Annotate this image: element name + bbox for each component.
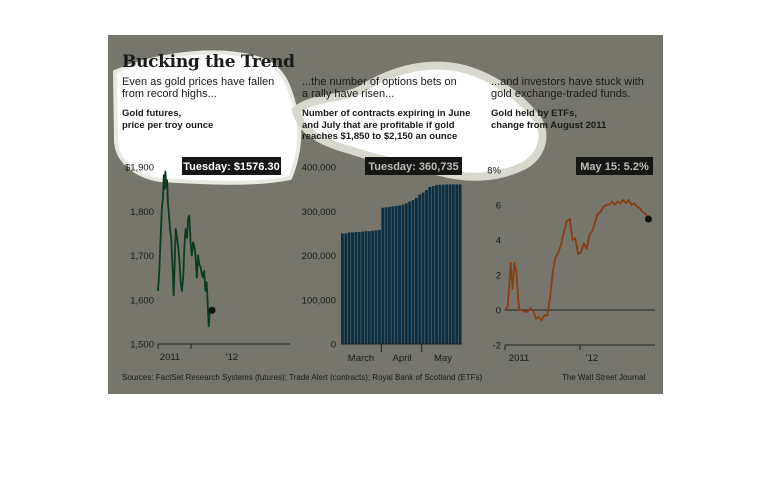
bar [404, 203, 408, 344]
bar [445, 184, 449, 344]
last-value-dot [644, 215, 652, 223]
x-tick-label: March [348, 353, 374, 364]
bar [425, 190, 428, 344]
bar [435, 185, 438, 344]
callout-label: Tuesday: $1576.30 [183, 161, 279, 173]
y-tick-label: 100,000 [302, 295, 336, 306]
x-tick-label: 2011 [160, 352, 180, 363]
bar [361, 231, 365, 344]
bar [347, 232, 351, 344]
bar [364, 231, 368, 344]
y-tick-label: 400,000 [302, 163, 336, 174]
bar [354, 232, 358, 344]
bar [431, 186, 435, 344]
y-tick-label: 8% [487, 166, 501, 177]
bar [441, 184, 445, 344]
bar [357, 232, 361, 344]
bar [448, 184, 452, 344]
y-tick-label: 0 [496, 306, 501, 317]
x-tick-label: 2011 [509, 353, 529, 364]
highlight-blob-left [112, 50, 302, 185]
x-tick-label: April [392, 353, 411, 364]
x-tick-label: '12 [586, 353, 598, 364]
y-tick-label: 1,700 [130, 251, 154, 262]
series-line [504, 198, 650, 322]
bar [384, 207, 388, 344]
bar [418, 194, 422, 344]
bar [421, 192, 425, 344]
bar [401, 204, 405, 344]
y-tick-label: 0 [331, 340, 336, 351]
bar [411, 200, 415, 344]
last-value-dot [208, 306, 216, 314]
callout-box [576, 157, 653, 175]
bar [438, 184, 442, 344]
bar [381, 207, 385, 344]
panel-1-label: Gold futures, price per troy ounce [122, 108, 214, 131]
credit: The Wall Street Journal [562, 373, 646, 382]
y-tick-label: 4 [496, 236, 501, 247]
bar [451, 184, 455, 344]
bar [408, 201, 412, 344]
bar [371, 230, 375, 344]
bar [394, 205, 398, 344]
bar [341, 233, 344, 344]
bar [374, 230, 378, 344]
y-tick-label: 2 [496, 271, 501, 282]
bar [458, 184, 462, 344]
panel-3-intro: ...and investors have stuck with gold exc… [491, 76, 644, 100]
callout-label: Tuesday: 360,735 [368, 161, 458, 173]
panel-1-intro: Even as gold prices have fallen from reco… [122, 76, 275, 100]
callout-label: May 15: 5.2% [580, 161, 649, 173]
y-tick-label: 200,000 [302, 251, 336, 262]
y-tick-label: 1,800 [130, 207, 154, 218]
y-tick-label: 300,000 [302, 207, 336, 218]
bar [398, 205, 401, 344]
y-tick-label: 1,500 [130, 340, 154, 351]
panel-2-label: Number of contracts expiring in June and … [302, 108, 471, 142]
bar [414, 197, 418, 344]
bar [377, 229, 381, 344]
y-tick-label: -2 [493, 341, 501, 352]
panel-3-label: Gold held by ETFs, change from August 201… [491, 108, 607, 131]
y-tick-label: $1,900 [125, 163, 154, 174]
series-line [157, 170, 213, 328]
panel-2-intro: ...the number of options bets on a rally … [302, 76, 457, 100]
y-tick-label: 1,600 [130, 295, 154, 306]
page-title: Bucking the Trend [122, 52, 295, 72]
bar [388, 206, 391, 344]
bar [391, 206, 395, 344]
bar [428, 186, 432, 344]
callout-box [182, 157, 281, 175]
bar [351, 232, 354, 344]
callout-box [365, 157, 462, 175]
bar [455, 184, 459, 344]
x-tick-label: '12 [226, 352, 238, 363]
bar [344, 233, 348, 344]
source-note: Sources: FactSet Research Systems (futur… [122, 373, 483, 382]
highlight-blob-middle [291, 61, 547, 181]
y-tick-label: 6 [496, 201, 501, 212]
bar [367, 231, 371, 344]
x-tick-label: May [434, 353, 452, 364]
